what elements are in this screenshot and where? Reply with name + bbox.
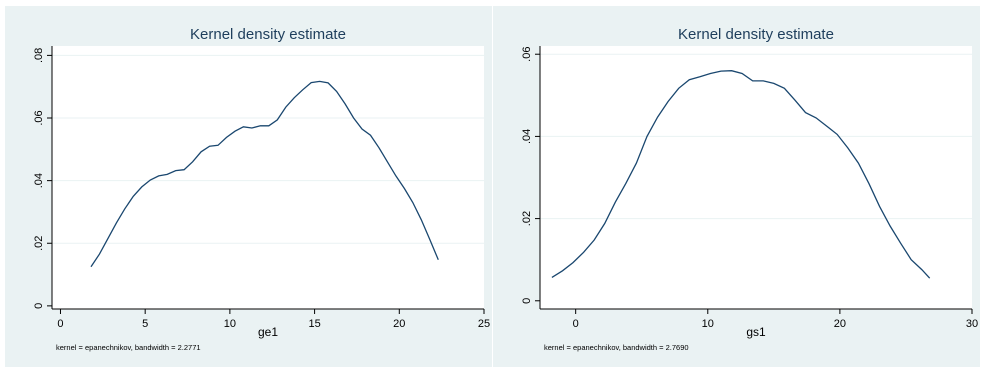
- right-density-chart: Kernel density estimate 0 .02 .04 .06 0 10 20 30…: [521, 26, 978, 352]
- x-axis-title: gs1: [746, 325, 766, 339]
- x-axis-title: ge1: [258, 325, 278, 339]
- plot-area: [52, 46, 484, 309]
- y-tick-label: .04: [521, 129, 533, 144]
- right-chart-panel: Kernel density estimate 0 .02 .04 .06 0 10 20 30…: [493, 6, 980, 367]
- left-chart-panel: Kernel density estimate 0 .02 .04 .06 .08 0 5 10…: [5, 6, 492, 367]
- y-tick-label: .06: [33, 110, 45, 125]
- y-tick-label: .04: [33, 173, 45, 188]
- y-tick-label: 0: [521, 298, 533, 304]
- x-tick-label: 10: [224, 318, 236, 330]
- y-tick-label: .02: [521, 211, 533, 226]
- plot-area: [540, 46, 972, 309]
- x-tick-label: 5: [142, 318, 148, 330]
- y-tick-label: 0: [33, 303, 45, 309]
- x-tick-label: 0: [573, 318, 579, 330]
- chart-note: kernel = epanechnikov, bandwidth = 2.277…: [56, 343, 201, 352]
- y-tick-label: .06: [521, 47, 533, 62]
- x-tick-label: 0: [57, 318, 63, 330]
- chart-note: kernel = epanechnikov, bandwidth = 2.769…: [544, 343, 689, 352]
- y-tick-label: .02: [33, 236, 45, 251]
- x-tick-label: 25: [478, 318, 490, 330]
- x-tick-label: 20: [834, 318, 846, 330]
- x-tick-label: 10: [702, 318, 714, 330]
- x-tick-label: 15: [308, 318, 320, 330]
- density-curve: [90, 80, 439, 268]
- x-tick-label: 20: [393, 318, 405, 330]
- x-tick-label: 30: [966, 318, 978, 330]
- chart-title: Kernel density estimate: [190, 26, 346, 43]
- y-tick-label: .08: [33, 48, 45, 63]
- left-density-chart: Kernel density estimate 0 .02 .04 .06 .08 0 5 10…: [33, 26, 490, 352]
- density-curve: [551, 70, 931, 279]
- chart-title: Kernel density estimate: [678, 26, 834, 43]
